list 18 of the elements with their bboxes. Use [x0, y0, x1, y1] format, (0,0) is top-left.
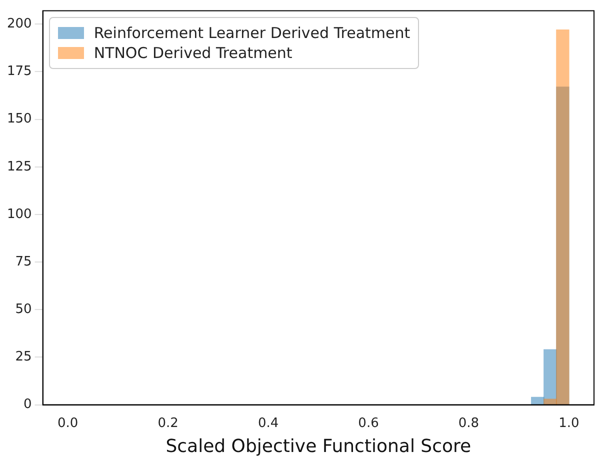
y-tick-label: 75 — [15, 254, 32, 270]
legend-label: NTNOC Derived Treatment — [94, 44, 292, 62]
x-tick-label: 1.0 — [558, 416, 580, 431]
y-tick-label: 50 — [15, 302, 32, 318]
y-tick-label: 125 — [6, 159, 32, 174]
y-tick-label: 25 — [15, 350, 32, 365]
x-tick-label: 0.8 — [458, 416, 480, 431]
y-tick-label: 200 — [6, 16, 32, 32]
legend-label: Reinforcement Learner Derived Treatment — [94, 24, 410, 42]
x-axis-title: Scaled Objective Functional Score — [166, 436, 472, 457]
x-tick-label: 0.4 — [258, 416, 279, 431]
y-tick-label: 100 — [6, 206, 32, 222]
y-tick-label: 175 — [6, 64, 32, 80]
x-tick-label: 0.2 — [158, 416, 178, 431]
x-tick-label: 0.6 — [358, 416, 379, 431]
x-tick-label: 0.0 — [58, 416, 78, 431]
y-tick-label: 150 — [6, 112, 32, 127]
y-tick-label: 0 — [24, 397, 32, 412]
